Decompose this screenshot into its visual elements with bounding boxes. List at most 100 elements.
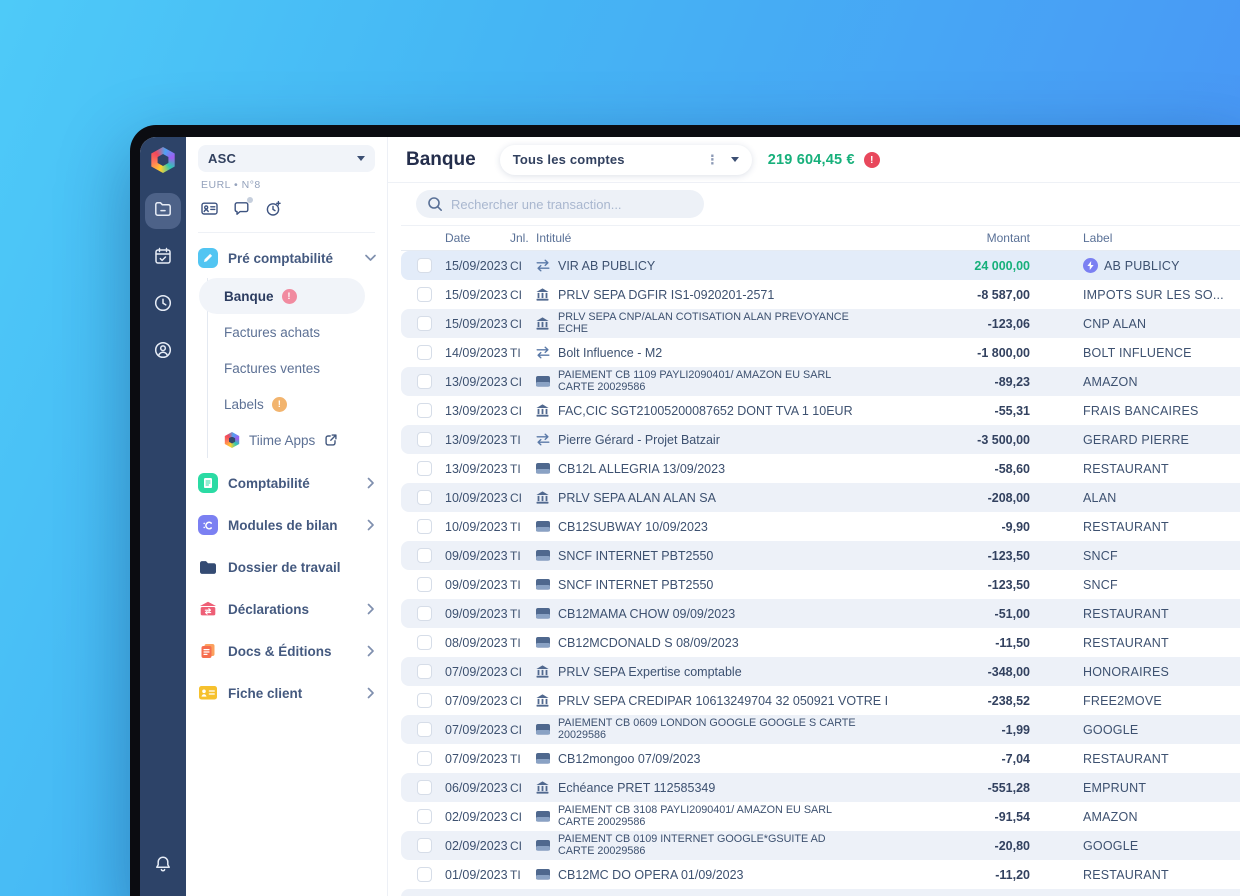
row-checkbox[interactable]	[417, 693, 432, 708]
table-row[interactable]: 15/09/2023 CI PRLV SEPA CNP/ALAN COTISATIO…	[401, 309, 1240, 338]
row-checkbox[interactable]	[417, 838, 432, 853]
table-row[interactable]: 09/09/2023 TI SNCF INTERNET PBT2550 -123,50…	[401, 570, 1240, 599]
row-checkbox[interactable]	[417, 432, 432, 447]
app-window: ASC EURL • N°8 Pré comptabilité	[140, 137, 1240, 896]
sidebar-item-declarations[interactable]: Déclarations	[198, 588, 375, 630]
sidebar-item-modules-de-bilan[interactable]: Modules de bilan	[198, 504, 375, 546]
pencil-icon	[198, 248, 218, 268]
row-checkbox[interactable]	[417, 403, 432, 418]
row-checkbox[interactable]	[417, 606, 432, 621]
rail-item-notifications[interactable]	[145, 848, 181, 884]
card-icon	[536, 753, 558, 764]
row-checkbox[interactable]	[417, 374, 432, 389]
table-row[interactable]: 09/09/2023 TI SNCF INTERNET PBT2550 -123,50…	[401, 541, 1240, 570]
rail-item-account[interactable]	[145, 334, 181, 370]
row-checkbox[interactable]	[417, 751, 432, 766]
calendar-check-icon	[153, 246, 173, 271]
table-row[interactable]: 06/09/2023 CI Echéance PRET 112585349 -551,…	[401, 773, 1240, 802]
rail-item-documents[interactable]	[145, 193, 181, 229]
sidebar-item-factures-achats[interactable]: Factures achats	[208, 314, 375, 350]
bank-icon	[536, 781, 558, 794]
table-row[interactable]: 13/09/2023 TI Pierre Gérard - Projet Batza…	[401, 425, 1240, 454]
row-checkbox[interactable]	[417, 345, 432, 360]
cell-date: 07/09/2023	[445, 693, 508, 708]
row-checkbox[interactable]	[417, 809, 432, 824]
row-checkbox[interactable]	[417, 867, 432, 882]
page-title: Banque	[406, 148, 476, 170]
sidebar-item-labels[interactable]: Labels !	[208, 386, 375, 422]
cell-amount: -51,00	[994, 606, 1030, 621]
row-checkbox[interactable]	[417, 635, 432, 650]
tiime-logo	[151, 147, 175, 173]
table-row[interactable]: 10/09/2023 TI CB12SUBWAY 10/09/2023 -9,90 RE…	[401, 512, 1240, 541]
table-row[interactable]: 15/09/2023 CI PRLV SEPA DGFIR IS1-0920201-…	[401, 280, 1240, 309]
row-checkbox[interactable]	[417, 664, 432, 679]
row-checkbox[interactable]	[417, 780, 432, 795]
sidebar-item-label: Pré comptabilité	[228, 250, 334, 266]
row-checkbox[interactable]	[417, 461, 432, 476]
table-row[interactable]: 07/09/2023 CI PRLV SEPA Expertise comptabl…	[401, 657, 1240, 686]
table-row[interactable]: 08/09/2023 TI CB12MCDONALD S 08/09/2023 -11…	[401, 628, 1240, 657]
sidebar-item-fiche-client[interactable]: Fiche client	[198, 672, 375, 714]
alert-badge: !	[271, 396, 287, 412]
sidebar-item-tiime-apps[interactable]: Tiime Apps	[208, 422, 375, 458]
row-checkbox[interactable]	[417, 519, 432, 534]
row-checkbox[interactable]	[417, 722, 432, 737]
company-selector[interactable]: ASC	[198, 145, 375, 172]
search-bar[interactable]	[416, 190, 704, 218]
account-filter-dropdown[interactable]: Tous les comptes ⋮	[499, 144, 752, 175]
sidebar-item-dossier-de-travail[interactable]: Dossier de travail	[198, 546, 375, 588]
row-checkbox[interactable]	[417, 258, 432, 273]
row-checkbox[interactable]	[417, 490, 432, 505]
receipt-icon	[198, 473, 218, 493]
table-row[interactable]: 13/09/2023 CI FAC,CIC SGT21005200087652 DO…	[401, 396, 1240, 425]
cell-date: 01/09/2023	[445, 867, 508, 882]
cell-amount: -91,54	[994, 809, 1030, 824]
table-row[interactable]: 07/09/2023 CI PAIEMENT CB 0609 LONDON GOOG…	[401, 715, 1240, 744]
sidebar-item-banque[interactable]: Banque !	[199, 278, 365, 314]
row-checkbox[interactable]	[417, 548, 432, 563]
table-row[interactable]: 07/09/2023 CI PRLV SEPA CREDIPAR 106132497…	[401, 686, 1240, 715]
cell-title: VIR AB PUBLICY	[558, 258, 656, 273]
sidebar-item-label: Dossier de travail	[228, 559, 341, 575]
cell-journal: TI	[510, 345, 521, 360]
rail-item-calendar[interactable]	[145, 240, 181, 276]
kebab-menu-icon[interactable]: ⋮	[705, 152, 719, 167]
balance-alert-icon[interactable]: !	[863, 151, 880, 168]
table-row[interactable]: 13/09/2023 CI PAIEMENT CB 1109 PAYLI209040…	[401, 367, 1240, 396]
table-row[interactable]: 02/09/2023 CI PAIEMENT CB 3108 PAYLI209040…	[401, 802, 1240, 831]
chat-icon[interactable]	[233, 197, 253, 222]
table-row[interactable]: 15/09/2023 CI VIR AB PUBLICY 24 000,00 AB PU…	[401, 251, 1240, 280]
table-row[interactable]: 02/09/2023 CI PAIEMENT CB 0109 INTERNET GO…	[401, 831, 1240, 860]
sidebar-item-docs-editions[interactable]: Docs & Éditions	[198, 630, 375, 672]
cell-journal: CI	[510, 780, 522, 795]
table-row[interactable]: 10/09/2023 CI PRLV SEPA ALAN ALAN SA -208,0…	[401, 483, 1240, 512]
row-checkbox[interactable]	[417, 316, 432, 331]
row-checkbox[interactable]	[417, 577, 432, 592]
table-row[interactable]: 09/09/2023 TI CB12MAMA CHOW 09/09/2023 -51,…	[401, 599, 1240, 628]
sidebar-item-factures-ventes[interactable]: Factures ventes	[208, 350, 375, 386]
cell-date: 10/09/2023	[445, 519, 508, 534]
cell-label: RESTAURANT	[1083, 867, 1169, 882]
row-checkbox[interactable]	[417, 287, 432, 302]
cell-title: PRLV SEPA Expertise comptable	[558, 664, 742, 679]
cell-label: BOLT INFLUENCE	[1083, 345, 1192, 360]
table-row[interactable]: 14/09/2023 TI Bolt Influence - M2 -1 800,00…	[401, 338, 1240, 367]
sidebar-item-comptabilite[interactable]: Comptabilité	[198, 462, 375, 504]
table-row[interactable]: 07/09/2023 TI CB12mongoo 07/09/2023 -7,04 RE…	[401, 744, 1240, 773]
sidebar-item-pre-comptabilite[interactable]: Pré comptabilité	[198, 242, 376, 274]
rail-item-time[interactable]	[145, 287, 181, 323]
table-row[interactable]: 01/09/2023 TI CB12MC DO OPERA 01/09/2023 -1…	[401, 860, 1240, 889]
id-card-icon[interactable]	[201, 200, 218, 222]
chevron-down-icon	[357, 156, 365, 161]
search-input[interactable]	[451, 196, 693, 212]
cell-journal: CI	[510, 374, 522, 389]
history-add-icon[interactable]	[265, 200, 282, 222]
table-row-cutoff[interactable]	[401, 889, 1240, 896]
card-icon	[536, 579, 558, 590]
table-row[interactable]: 13/09/2023 TI CB12L ALLEGRIA 13/09/2023 -58…	[401, 454, 1240, 483]
cell-amount: -3 500,00	[977, 432, 1030, 447]
cell-journal: CI	[510, 258, 522, 273]
cell-title: PAIEMENT CB 0109 INTERNET GOOGLE*GSUITE …	[558, 834, 826, 857]
cell-date: 15/09/2023	[445, 258, 508, 273]
